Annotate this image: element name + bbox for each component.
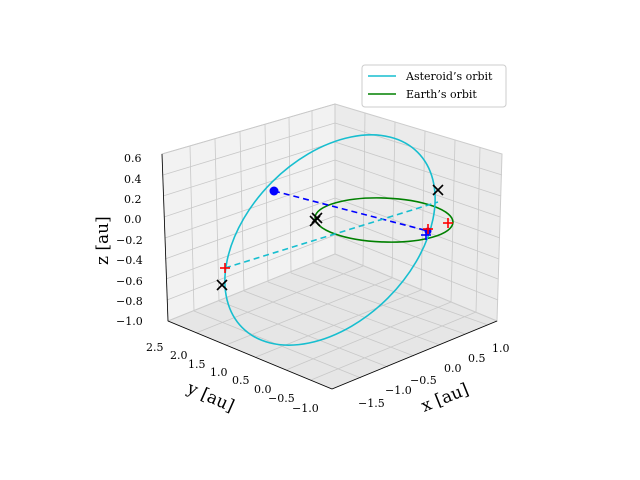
black-x-marker bbox=[309, 215, 321, 227]
blue-dot-marker bbox=[269, 186, 279, 196]
legend-label-earth: Earth’s orbit bbox=[406, 88, 477, 101]
y-axis-label: y [au] bbox=[183, 378, 237, 417]
z-tick-label: 0.2 bbox=[124, 193, 142, 206]
blue-dashed-line bbox=[273, 190, 429, 232]
blue-plus-marker bbox=[421, 230, 431, 240]
z-tick-label: −0.8 bbox=[116, 295, 143, 308]
y-tick-label: 2.0 bbox=[170, 349, 188, 362]
y-tick-label: −1.0 bbox=[292, 402, 319, 415]
red-plus-marker bbox=[220, 263, 230, 273]
z-tick-label: −0.4 bbox=[116, 254, 143, 267]
red-plus-marker bbox=[443, 218, 453, 228]
z-tick-label: 0.6 bbox=[124, 152, 142, 165]
x-tick-label: −1.5 bbox=[358, 397, 385, 410]
cyan-dashed-line bbox=[224, 201, 439, 269]
y-tick-label: 0.5 bbox=[232, 374, 250, 387]
z-axis-label: z [au] bbox=[93, 216, 113, 265]
legend-label-asteroid: Asteroid’s orbit bbox=[405, 70, 493, 83]
black-x-marker bbox=[432, 184, 444, 196]
asteroid-orbit bbox=[224, 134, 436, 346]
y-tick-label: −0.5 bbox=[268, 392, 295, 405]
x-tick-label: 0.0 bbox=[444, 362, 462, 375]
y-tick-label: 1.0 bbox=[210, 366, 228, 379]
x-tick-label: 1.0 bbox=[492, 342, 510, 355]
x-tick-label: −1.0 bbox=[385, 384, 412, 397]
red-plus-marker bbox=[423, 224, 433, 234]
z-axis: 0.6 0.4 0.2 0.0 −0.2 −0.4 −0.6 −0.8 −1.0… bbox=[93, 152, 169, 328]
z-tick-label: −1.0 bbox=[116, 315, 143, 328]
y-tick-label: 2.5 bbox=[146, 341, 164, 354]
x-tick-label: 0.5 bbox=[468, 352, 486, 365]
z-tick-label: 0.4 bbox=[124, 173, 142, 186]
z-tick-label: −0.2 bbox=[116, 234, 143, 247]
y-tick-label: 0.0 bbox=[254, 383, 272, 396]
z-tick-label: 0.0 bbox=[124, 213, 142, 226]
legend: Asteroid’s orbit Earth’s orbit bbox=[361, 64, 507, 108]
x-tick-label: −0.5 bbox=[410, 374, 437, 387]
z-tick-label: −0.6 bbox=[116, 275, 143, 288]
y-tick-label: 1.5 bbox=[188, 358, 206, 371]
black-x-marker bbox=[216, 279, 228, 291]
